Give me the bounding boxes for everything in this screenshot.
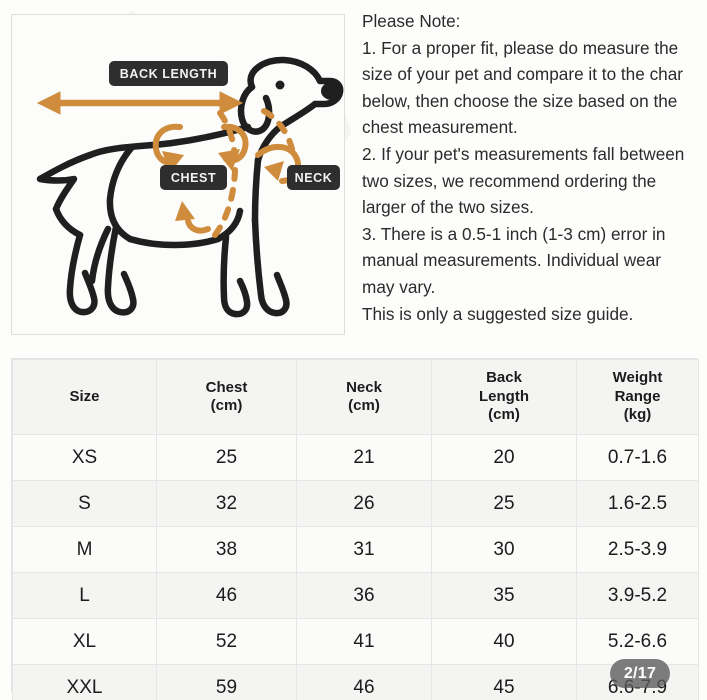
table-row: XL 52 41 40 5.2-6.6 [12,618,699,665]
cell-size: S [12,480,157,527]
measurement-diagram-panel: BACK LENGTH CHEST NECK [11,14,345,335]
cell-neck: 21 [296,434,432,481]
header-name: Size [69,387,100,405]
table-row: XS 25 21 20 0.7-1.6 [12,434,699,481]
cell-chest: 52 [156,618,297,665]
cell-chest: 38 [156,526,297,573]
size-chart-table-container: Size Chest (cm) Neck (cm) Back Length (cm… [11,358,699,700]
back-length-arrow [36,91,244,115]
cell-back-length: 35 [431,572,577,619]
cell-back-length: 30 [431,526,577,573]
cell-neck: 41 [296,618,432,665]
cell-back-length: 40 [431,618,577,665]
cell-size: L [12,572,157,619]
cell-neck: 31 [296,526,432,573]
label-back-length: BACK LENGTH [109,61,228,86]
cell-weight-range: 5.2-6.6 [576,618,699,665]
cell-size: XL [12,618,157,665]
size-chart-table: Size Chest (cm) Neck (cm) Back Length (cm… [12,359,699,700]
column-header-weight-range: Weight Range (kg) [576,359,699,435]
cell-weight-range: 1.6-2.5 [576,480,699,527]
note-line: 2. If your pet's measurements fall betwe… [362,143,685,164]
cell-weight-range: 2.5-3.9 [576,526,699,573]
table-row: M 38 31 30 2.5-3.9 [12,526,699,573]
header-name: Chest [205,378,248,396]
note-line: manual measurements. Individual wear [362,250,662,271]
table-body: XS 25 21 20 0.7-1.6 S 32 26 25 1.6-2.5 M… [12,434,699,700]
column-header-back-length: Back Length (cm) [431,359,577,435]
table-row: L 46 36 35 3.9-5.2 [12,572,699,619]
note-line: may vary. [362,276,436,297]
dog-eye [275,80,285,90]
cell-weight-range: 3.9-5.2 [576,572,699,619]
cell-chest: 32 [156,480,297,527]
cell-back-length: 25 [431,480,577,527]
header-unit: (cm) [488,406,520,424]
cell-neck: 36 [296,572,432,619]
column-header-chest: Chest (cm) [156,359,297,435]
table-row: S 32 26 25 1.6-2.5 [12,480,699,527]
cell-size: XXL [12,664,157,700]
table-header-row: Size Chest (cm) Neck (cm) Back Length (cm… [12,359,699,435]
table-header: Size Chest (cm) Neck (cm) Back Length (cm… [12,359,699,435]
cell-back-length: 20 [431,434,577,481]
top-section: BACK LENGTH CHEST NECK Please Note: 1. F… [0,0,707,348]
cell-chest: 46 [156,572,297,619]
note-line: chest measurement. [362,117,518,138]
chest-girth-indicator [152,110,249,242]
header-name: Neck [346,378,382,396]
header-unit: (cm) [210,397,243,414]
cell-neck: 46 [296,664,432,700]
cell-back-length: 45 [431,664,577,700]
note-line: 1. For a proper fit, please do measure t… [362,37,679,58]
column-header-neck: Neck (cm) [296,359,432,435]
cell-chest: 59 [156,664,297,700]
cell-chest: 25 [156,434,297,481]
dog-measurement-illustration [36,56,344,318]
note-line: 3. There is a 0.5-1 inch (1-3 cm) error … [362,223,666,244]
header-unit: (cm) [348,397,380,414]
label-neck: NECK [287,165,340,190]
column-header-size: Size [12,359,157,435]
label-chest: CHEST [160,165,227,190]
cell-weight-range: 0.7-1.6 [576,434,699,481]
note-line: two sizes, we recommend ordering the [362,170,657,191]
note-line: This is only a suggested size guide. [362,303,634,324]
note-line: Please Note: [362,11,461,31]
dog-nose [321,82,343,100]
note-line: size of your pet and compare it to the c… [362,64,684,85]
cell-size: M [12,526,157,573]
header-unit: (kg) [623,406,652,424]
table-row: XXL 59 46 45 6.6-7.9 [12,664,699,700]
note-line: below, then choose the size based on the [362,90,678,111]
please-note-text-block: Please Note: 1. For a proper fit, please… [362,8,707,348]
page-indicator: 2/17 [610,659,670,688]
cell-neck: 26 [296,480,432,527]
cell-size: XS [12,434,157,481]
note-line: larger of the two sizes. [362,197,534,218]
